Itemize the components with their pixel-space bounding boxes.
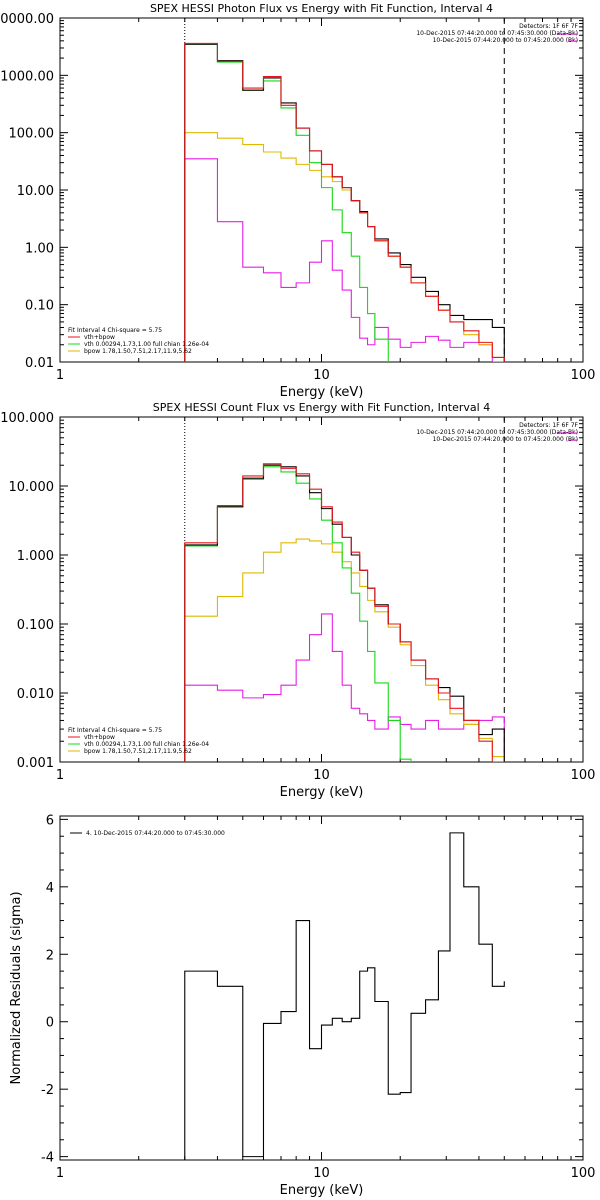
series-data [184, 43, 505, 362]
plot-frame [59, 815, 584, 1161]
series-bpow [184, 132, 505, 362]
y-tick-label: 0.100 [17, 618, 54, 633]
x-axis: 1 10 100 [56, 816, 596, 1181]
y-tick-label: 2 [46, 948, 54, 963]
chart-panel-1: SPEX HESSI Photon Flux vs Energy with Fi… [0, 2, 595, 400]
chart-panel-2: SPEX HESSI Count Flux vs Energy with Fit… [0, 401, 595, 800]
x-tick-label: 10 [313, 368, 330, 383]
x-axis-label: Energy (keV) [280, 1183, 364, 1198]
x-tick-label: 1 [56, 368, 64, 383]
x-tick-label: 100 [571, 368, 596, 383]
y-axis: 10000.00 1000.00 100.00 10.00 1.00 0.10 0.01 [0, 12, 583, 371]
series-group [184, 463, 505, 762]
legend: 4. 10-Dec-2015 07:44:20.000 to 07:45:30.… [70, 830, 225, 837]
series-data [184, 464, 505, 762]
header-line: Detectors: 1F 6F 7F [519, 422, 578, 429]
legend-entry: vth 0.00294,1.73,1.00 full chian 1.26e-0… [84, 341, 209, 348]
y-axis-label: Normalized Residuals (sigma) [9, 891, 24, 1084]
y-tick-label: 0.010 [17, 687, 54, 702]
legend-entry: bpow 1.78,1.50,7.51,2.17,11.9,5.62 [84, 348, 192, 355]
legend-entry: bpow 1.78,1.50,7.51,2.17,11.9,5.62 [84, 748, 192, 755]
y-tick-label: 1000.00 [0, 69, 54, 84]
y-tick-label: 10000.00 [0, 12, 54, 27]
y-axis: 6 4 2 0 -2 -4 [41, 813, 583, 1166]
header-line: 10-Dec-2015 07:44:20.000 to 07:45:30.000… [416, 30, 578, 37]
y-tick-label: 100.00 [9, 127, 55, 142]
legend-entry: 4. 10-Dec-2015 07:44:20.000 to 07:45:30.… [86, 830, 225, 837]
legend-entry: vth+bpow [84, 334, 115, 341]
legend-entry: Fit Interval 4 Chi-square = 5.75 [68, 727, 162, 734]
y-tick-label: -4 [41, 1151, 54, 1166]
y-tick-label: 1.00 [25, 241, 54, 256]
series-bpow [184, 538, 505, 762]
header-line: 10-Dec-2015 07:44:20.000 to 07:45:20.000… [433, 37, 578, 44]
series-total [184, 463, 505, 762]
series-total [184, 42, 505, 362]
header-line: 10-Dec-2015 07:44:20.000 to 07:45:30.000… [416, 429, 578, 436]
series-bk [184, 613, 505, 762]
x-axis-label: Energy (keV) [280, 385, 364, 400]
x-tick-label: 10 [313, 1166, 330, 1181]
fit-legend: Fit Interval 4 Chi-square = 5.75vth+bpow… [68, 327, 209, 355]
series-group [184, 42, 505, 362]
y-tick-label: -2 [41, 1083, 54, 1098]
fit-legend: Fit Interval 4 Chi-square = 5.75vth+bpow… [68, 727, 209, 755]
series-vth [184, 466, 412, 762]
series-vth [184, 43, 389, 362]
y-tick-label: 0.10 [25, 299, 54, 314]
y-tick-label: 6 [46, 813, 54, 828]
x-axis: 1 10 100 [56, 18, 596, 383]
legend-entry: vth 0.00294,1.73,1.00 full chian 1.26e-0… [84, 741, 209, 748]
y-axis: 100.000 10.000 1.000 0.100 0.010 0.001 [0, 411, 583, 771]
series-data [184, 832, 505, 1160]
y-tick-label: 10.000 [9, 480, 55, 495]
legend-entry: Fit Interval 4 Chi-square = 5.75 [68, 327, 162, 334]
x-tick-label: 10 [313, 768, 330, 783]
chart-title: SPEX HESSI Photon Flux vs Energy with Fi… [150, 2, 493, 15]
chart-title: SPEX HESSI Count Flux vs Energy with Fit… [153, 401, 490, 414]
series-bk [184, 158, 505, 362]
y-tick-label: 1.000 [17, 549, 54, 564]
y-tick-label: 0.01 [25, 356, 54, 371]
y-tick-label: 10.00 [17, 184, 54, 199]
header-line: Detectors: 1F 6F 7F [519, 23, 578, 30]
y-tick-label: 100.000 [0, 411, 54, 426]
y-tick-label: 4 [46, 881, 54, 896]
y-tick-label: 0.001 [17, 756, 54, 771]
x-tick-label: 1 [56, 768, 64, 783]
x-axis: 1 10 100 [56, 417, 596, 783]
x-axis-label: Energy (keV) [280, 785, 364, 800]
x-tick-label: 100 [571, 768, 596, 783]
header-line: 10-Dec-2015 07:44:20.000 to 07:45:20.000… [433, 436, 578, 443]
series-group [184, 832, 505, 1160]
y-tick-label: 0 [46, 1016, 54, 1031]
x-tick-label: 100 [571, 1166, 596, 1181]
legend-entry: vth+bpow [84, 734, 115, 741]
chart-panel-3: 1 10 100 Energy (keV) 6 4 2 0 -2 -4 Normalized Res… [9, 813, 595, 1198]
x-tick-label: 1 [56, 1166, 64, 1181]
